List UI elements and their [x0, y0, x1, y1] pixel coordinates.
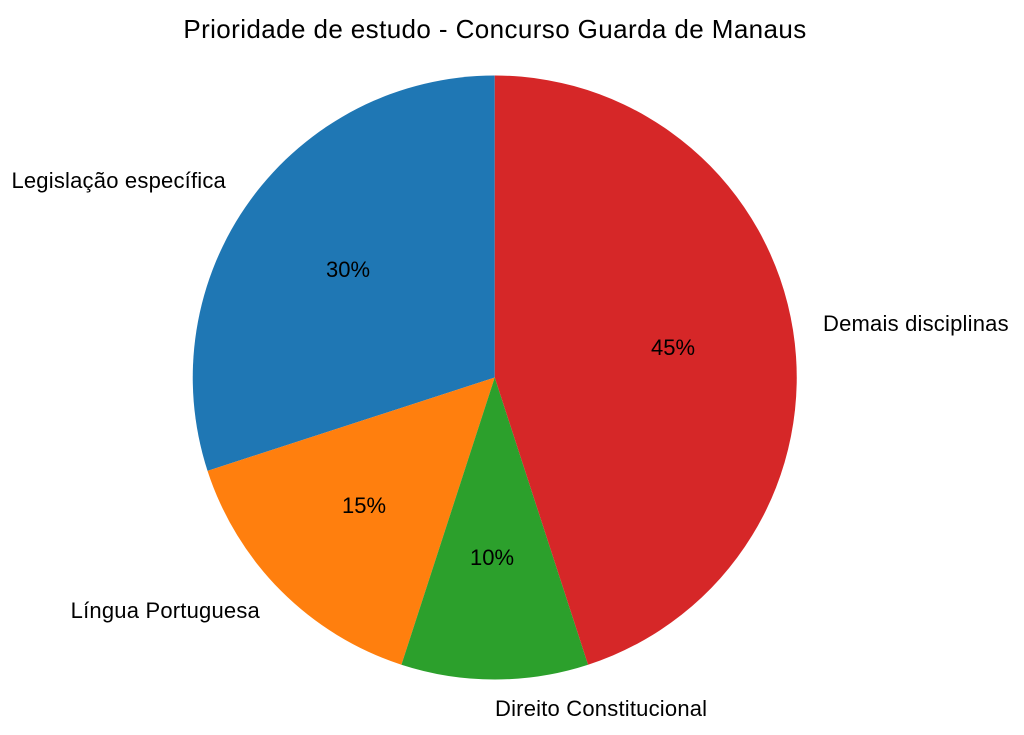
svg-text:Língua Portuguesa: Língua Portuguesa	[71, 598, 261, 623]
svg-text:30%: 30%	[326, 257, 370, 282]
svg-text:10%: 10%	[470, 545, 514, 570]
svg-text:Demais disciplinas: Demais disciplinas	[823, 311, 1009, 336]
svg-text:Legislação específica: Legislação específica	[11, 168, 226, 193]
svg-text:45%: 45%	[651, 335, 695, 360]
svg-text:Direito Constitucional: Direito Constitucional	[495, 696, 707, 721]
svg-text:15%: 15%	[342, 493, 386, 518]
